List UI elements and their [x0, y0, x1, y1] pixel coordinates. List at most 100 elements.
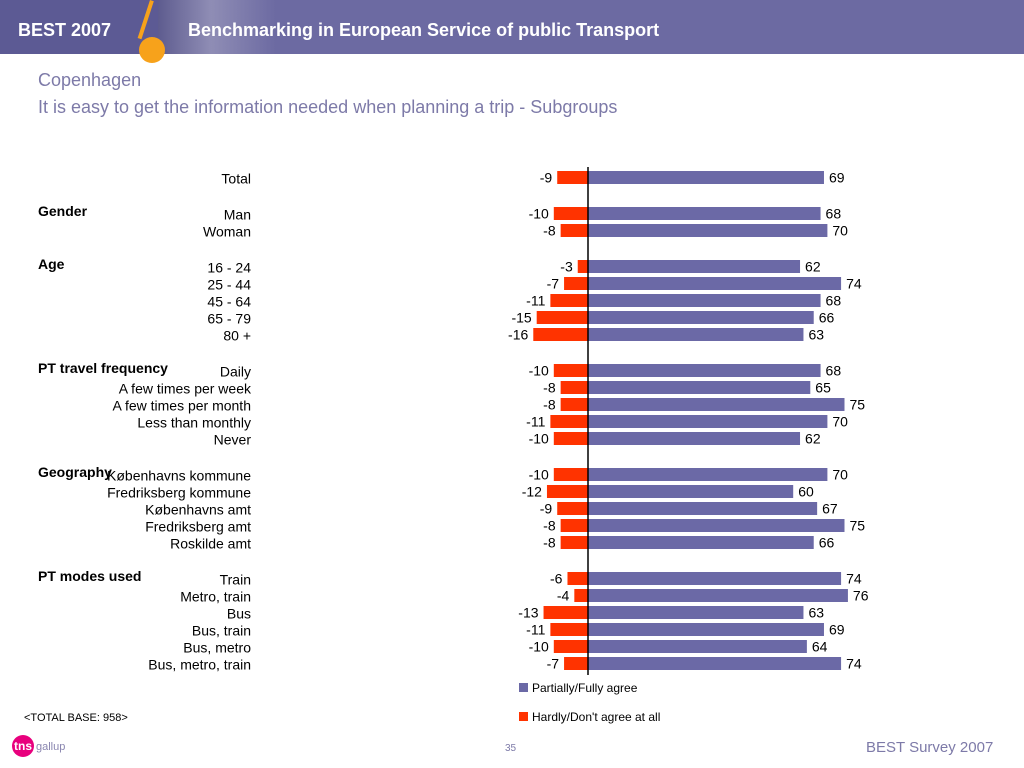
agree-bar [588, 224, 828, 237]
legend-swatch-disagree [519, 712, 528, 722]
disagree-value-label: -8 [543, 518, 556, 534]
disagree-bar [557, 171, 588, 184]
disagree-bar [577, 260, 588, 273]
agree-value-label: 62 [805, 259, 821, 275]
row-label: Fredriksberg amt [145, 519, 251, 535]
agree-bar [588, 432, 801, 445]
agree-bar [588, 623, 824, 636]
agree-bar [588, 657, 842, 670]
disagree-value-label: -10 [529, 431, 549, 447]
disagree-bar [567, 572, 588, 585]
legend-item-disagree: Hardly/Don't agree at all [519, 710, 660, 724]
group-header: Age [38, 256, 65, 272]
agree-bar [588, 640, 807, 653]
disagree-value-label: -10 [529, 467, 549, 483]
diverging-bar-chart: Total 69 -9 Gender Man 68 -10 Woman 70 -8 Age 16 - … [38, 167, 869, 675]
row-label: Københavns amt [145, 502, 251, 518]
agree-value-label: 70 [832, 467, 848, 483]
row-label: 16 - 24 [207, 260, 251, 276]
disagree-value-label: -9 [540, 170, 553, 186]
brand-title: BEST 2007 [18, 20, 112, 40]
row-label: Roskilde amt [170, 536, 251, 552]
agree-value-label: 62 [805, 431, 821, 447]
group-header: Gender [38, 203, 88, 219]
disagree-bar [550, 623, 588, 636]
agree-bar [588, 502, 818, 515]
disagree-bar [560, 519, 588, 532]
disagree-value-label: -6 [550, 571, 563, 587]
disagree-value-label: -4 [557, 588, 570, 604]
tns-gallup-logo: tns gallup [12, 735, 65, 757]
row-label: Bus [227, 606, 251, 622]
disagree-bar [536, 311, 588, 324]
disagree-bar [574, 589, 588, 602]
page-subtitle: It is easy to get the information needed… [38, 97, 618, 117]
row-label: A few times per month [112, 398, 251, 414]
disagree-bar [543, 606, 588, 619]
agree-value-label: 65 [815, 380, 831, 396]
row-label: 45 - 64 [207, 294, 251, 310]
disagree-bar [564, 277, 588, 290]
disagree-value-label: -10 [529, 206, 549, 222]
row-label: A few times per week [119, 381, 252, 397]
disagree-bar [560, 536, 588, 549]
legend-item-agree: Partially/Fully agree [519, 681, 637, 695]
group-header: PT modes used [38, 568, 141, 584]
agree-bar [588, 519, 845, 532]
agree-bar [588, 589, 848, 602]
row-label: Less than monthly [137, 415, 251, 431]
agree-value-label: 74 [846, 571, 862, 587]
disagree-bar [550, 294, 588, 307]
legend-swatch-agree [519, 683, 528, 693]
row-label: 80 + [223, 328, 251, 344]
agree-value-label: 66 [819, 310, 835, 326]
logo-sub: gallup [36, 741, 66, 754]
disagree-value-label: -8 [543, 223, 556, 239]
disagree-value-label: -13 [518, 605, 538, 621]
disagree-bar [560, 381, 588, 394]
agree-bar [588, 468, 828, 481]
agree-value-label: 69 [829, 622, 845, 638]
disagree-value-label: -3 [560, 259, 573, 275]
disagree-bar [560, 398, 588, 411]
disagree-value-label: -10 [529, 639, 549, 655]
brand-panel [0, 0, 158, 54]
agree-bar [588, 606, 804, 619]
disagree-value-label: -7 [547, 276, 560, 292]
agree-bar [588, 381, 811, 394]
agree-value-label: 63 [808, 327, 824, 343]
row-label: Train [220, 572, 251, 588]
tns-logo-mark: tns [12, 735, 34, 757]
disagree-bar [560, 224, 588, 237]
page-city: Copenhagen [38, 70, 142, 90]
group-header: Geography [38, 464, 112, 480]
row-label: 25 - 44 [207, 277, 251, 293]
agree-value-label: 74 [846, 656, 862, 672]
agree-value-label: 70 [832, 223, 848, 239]
agree-value-label: 64 [812, 639, 828, 655]
agree-bar [588, 260, 801, 273]
agree-value-label: 68 [826, 363, 842, 379]
agree-bar [588, 328, 804, 341]
disagree-bar [557, 502, 588, 515]
row-label: Bus, metro [183, 640, 251, 656]
banner-title: Benchmarking in European Service of publ… [188, 20, 660, 40]
disagree-value-label: -9 [540, 501, 553, 517]
agree-value-label: 68 [826, 206, 842, 222]
accent-dot [139, 37, 165, 63]
row-label: Københavns kommune [107, 468, 251, 484]
agree-bar [588, 311, 814, 324]
disagree-bar [553, 640, 588, 653]
legend-label-disagree: Hardly/Don't agree at all [532, 710, 661, 724]
disagree-bar [564, 657, 588, 670]
agree-value-label: 63 [808, 605, 824, 621]
disagree-bar [553, 207, 588, 220]
agree-bar [588, 294, 821, 307]
row-label: Woman [203, 224, 251, 240]
row-label: Total [221, 171, 251, 187]
agree-bar [588, 485, 794, 498]
disagree-value-label: -10 [529, 363, 549, 379]
agree-bar [588, 536, 814, 549]
agree-bar [588, 398, 845, 411]
row-label: Daily [220, 364, 251, 380]
